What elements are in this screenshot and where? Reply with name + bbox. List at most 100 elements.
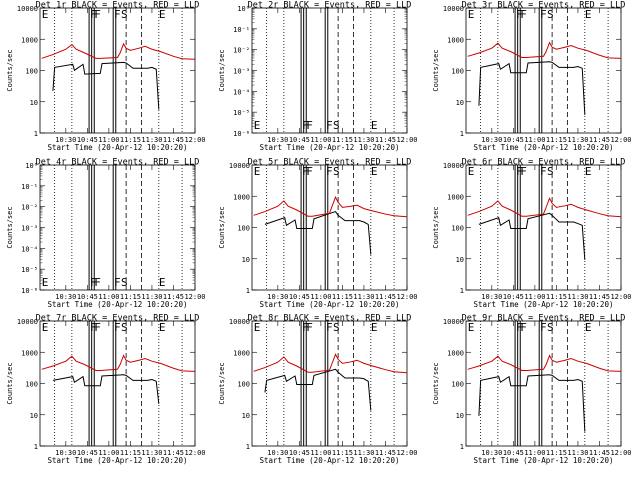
y-tick-label: 10⁻²	[233, 47, 250, 55]
series-group	[467, 197, 621, 260]
y-tick-label: 10000	[17, 318, 38, 326]
marker-letter: E	[371, 321, 378, 334]
y-tick-label: 1	[246, 287, 250, 295]
panel-title: Det 7r BLACK = Events, RED = LLD	[36, 314, 200, 324]
y-tick-label: 1000	[21, 349, 38, 357]
marker-letter: S	[547, 165, 554, 178]
y-tick-label: 10	[242, 256, 250, 264]
y-tick-label: 1	[246, 443, 250, 451]
marker-letter: F	[306, 119, 313, 132]
marker-letter: E	[159, 276, 166, 289]
x-axis-label: Start Time (20-Apr-12 10:20:20)	[48, 456, 188, 465]
x-tick-label: 11:45	[375, 136, 396, 144]
marker-letter: E	[254, 321, 261, 334]
x-tick-label: 11:30	[567, 449, 588, 457]
series-group	[467, 354, 621, 432]
marker-letter: F	[326, 165, 333, 178]
series-line-lld	[41, 42, 195, 60]
y-tick-label: 100	[237, 381, 250, 389]
y-tick-label: 10⁻¹	[233, 26, 250, 34]
panel-det-4: Det 4r BLACK = Events, RED = LLD 10⁻⁶ 10⁻⁵…	[6, 158, 206, 310]
x-tick-label: 11:00	[524, 449, 545, 457]
x-tick-label: 10:45	[289, 293, 310, 301]
marker-letter: S	[547, 8, 554, 21]
marker-letter: S	[121, 8, 128, 21]
series-group	[253, 353, 407, 411]
marker-letter: F	[306, 321, 313, 334]
x-tick-label: 10:30	[55, 136, 76, 144]
panel-title: Det 4r BLACK = Events, RED = LLD	[36, 158, 200, 168]
x-tick-label: 11:45	[375, 293, 396, 301]
x-axis-label: Start Time (20-Apr-12 10:20:20)	[260, 143, 400, 152]
x-tick-label: 11:00	[310, 449, 331, 457]
y-tick-label: 10⁻⁴	[21, 245, 38, 253]
marker-letter: E	[254, 119, 261, 132]
y-tick-label: 100	[25, 68, 38, 76]
plot-frame	[39, 7, 196, 134]
y-tick-label: 10	[456, 99, 464, 107]
y-tick-label: 10000	[229, 318, 250, 326]
x-tick-label: 10:45	[77, 136, 98, 144]
marker-letter: F	[90, 321, 97, 334]
panel-det-7: Det 7r BLACK = Events, RED = LLD 1 10 100 10…	[6, 314, 206, 466]
marker-letter: F	[114, 276, 121, 289]
x-tick-label: 11:30	[141, 136, 162, 144]
marker-letter: F	[94, 276, 101, 289]
marker-letter: E	[468, 165, 475, 178]
y-tick-label: 1	[460, 287, 464, 295]
y-axis-label: Counts/sec	[218, 49, 226, 91]
y-tick-label: 10	[456, 256, 464, 264]
y-tick-label: 10⁰	[237, 5, 250, 13]
y-tick-label: 100	[451, 68, 464, 76]
x-tick-label: 11:00	[98, 136, 119, 144]
marker-letter: F	[540, 321, 547, 334]
series-line-lld	[467, 41, 621, 59]
y-tick-label: 10⁻⁵	[233, 109, 250, 117]
y-tick-label: 10000	[443, 5, 464, 13]
marker-letter: F	[306, 165, 313, 178]
marker-letter: F	[516, 8, 523, 21]
series-line-events	[52, 374, 160, 404]
marker-letter: F	[302, 165, 309, 178]
x-tick-label: 11:45	[589, 293, 610, 301]
x-tick-label: 10:30	[267, 449, 288, 457]
x-tick-label: 12:00	[396, 136, 417, 144]
x-axis-label: Start Time (20-Apr-12 10:20:20)	[48, 143, 188, 152]
x-tick-label: 10:45	[503, 449, 524, 457]
x-tick-label: 11:30	[567, 136, 588, 144]
y-tick-label: 10	[456, 412, 464, 420]
x-tick-label: 10:45	[503, 136, 524, 144]
marker-letter: F	[326, 321, 333, 334]
series-line-events	[52, 61, 160, 110]
y-axis-label: Counts/sec	[218, 362, 226, 404]
y-tick-label: 100	[25, 381, 38, 389]
y-tick-label: 1000	[447, 193, 464, 201]
marker-letter: F	[114, 8, 121, 21]
y-tick-label: 100	[237, 225, 250, 233]
x-tick-label: 11:00	[524, 293, 545, 301]
series-line-lld	[253, 195, 407, 218]
y-tick-label: 100	[451, 381, 464, 389]
x-tick-label: 11:45	[163, 449, 184, 457]
x-tick-label: 11:00	[310, 293, 331, 301]
series-line-events	[478, 61, 586, 115]
y-tick-label: 10⁻³	[233, 68, 250, 76]
x-tick-label: 12:00	[396, 449, 417, 457]
x-axis-label: Start Time (20-Apr-12 10:20:20)	[48, 300, 188, 309]
x-tick-label: 12:00	[184, 449, 205, 457]
panel-title: Det 8r BLACK = Events, RED = LLD	[248, 314, 412, 324]
marker-letter: F	[540, 165, 547, 178]
marker-letter: E	[585, 8, 592, 21]
y-tick-label: 10⁻⁶	[233, 130, 250, 138]
y-tick-label: 10	[30, 412, 38, 420]
x-tick-label: 12:00	[610, 449, 631, 457]
marker-letter: F	[516, 321, 523, 334]
y-tick-label: 10⁻⁴	[233, 88, 250, 96]
panel-det-8: Det 8r BLACK = Events, RED = LLD 1 10 100 10…	[218, 314, 418, 466]
x-tick-label: 11:15	[332, 136, 353, 144]
x-tick-label: 11:45	[589, 136, 610, 144]
y-tick-label: 1	[34, 130, 38, 138]
series-line-events	[264, 210, 372, 255]
series-line-events	[478, 212, 586, 260]
series-group	[253, 195, 407, 255]
